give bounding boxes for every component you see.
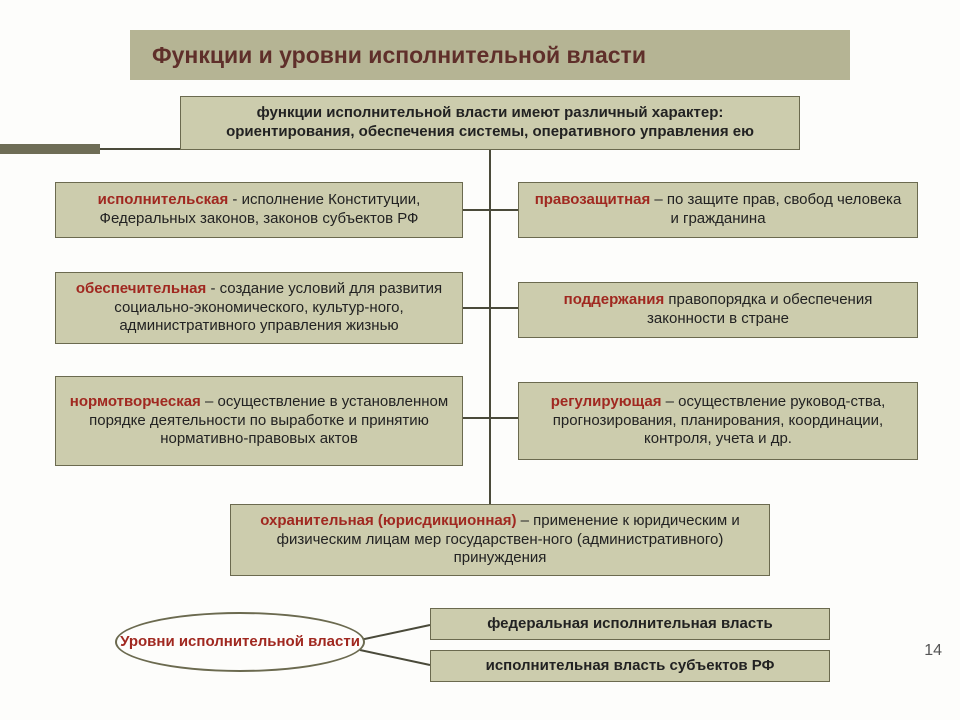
bottom-box: охранительная (юрисдикционная) – примене… xyxy=(230,504,770,576)
level-box-1: федеральная исполнительная власть xyxy=(430,608,830,640)
kw: обеспечительная xyxy=(76,280,206,297)
kw: нормотворческая xyxy=(70,393,201,410)
left-box-1: исполнительская - исполнение Конституции… xyxy=(55,182,463,238)
right-box-2: поддержания правопорядка и обеспечения з… xyxy=(518,282,918,338)
left-box-2: обеспечительная - создание условий для р… xyxy=(55,272,463,344)
left-box-3: нормотворческая – осуществление в устано… xyxy=(55,376,463,466)
txt: правопорядка и обеспечения законности в … xyxy=(647,291,872,327)
kw: исполнительская xyxy=(98,191,229,208)
intro-text: функции исполнительной власти имеют разл… xyxy=(191,104,789,142)
level2-text: исполнительная власть субъектов РФ xyxy=(486,657,775,676)
page-number: 14 xyxy=(924,642,942,660)
kw: регулирующая xyxy=(551,393,662,410)
txt: – по защите прав, свобод человека и граж… xyxy=(650,191,901,227)
level-box-2: исполнительная власть субъектов РФ xyxy=(430,650,830,682)
title-bar: Функции и уровни исполнительной власти xyxy=(130,30,850,80)
right-box-1: правозащитная – по защите прав, свобод ч… xyxy=(518,182,918,238)
left-accent-bar xyxy=(0,144,100,154)
right-box-3: регулирующая – осуществление руковод-ств… xyxy=(518,382,918,460)
kw: правозащитная xyxy=(535,191,651,208)
intro-box: функции исполнительной власти имеют разл… xyxy=(180,96,800,150)
levels-ellipse: Уровни исполнительной власти xyxy=(115,612,365,672)
kw: охранительная (юрисдикционная) xyxy=(260,512,516,529)
level1-text: федеральная исполнительная власть xyxy=(487,615,773,634)
kw: поддержания xyxy=(564,291,665,308)
page-title: Функции и уровни исполнительной власти xyxy=(152,42,646,69)
levels-label: Уровни исполнительной власти xyxy=(120,633,360,651)
